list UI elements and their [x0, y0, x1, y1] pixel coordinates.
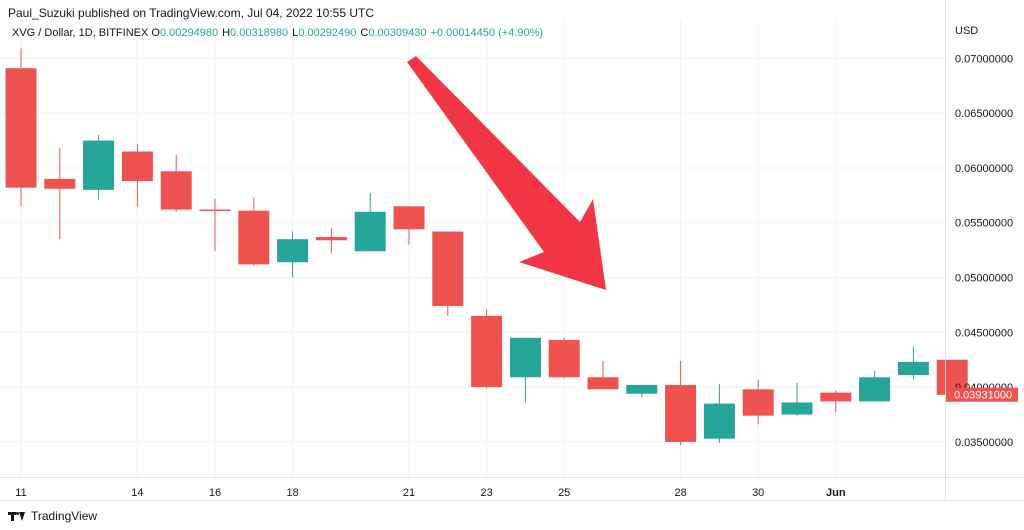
y-tick-label: 0.04500000: [955, 327, 1013, 339]
candle-body: [238, 210, 270, 265]
currency-label: USD: [955, 25, 978, 37]
candle-body: [471, 315, 503, 388]
candle-body: [820, 392, 852, 402]
candle: [548, 337, 580, 379]
publisher-line: Paul_Suzuki published on TradingView.com…: [8, 6, 375, 20]
candle-body: [160, 171, 192, 210]
candle: [160, 154, 192, 212]
candle-body: [315, 236, 347, 241]
ohlc-legend: XVG / Dollar, 1D, BITFINEX O0.00294980 H0…: [12, 27, 543, 39]
candle: [509, 337, 541, 403]
open-value: 0.00294980: [159, 27, 219, 39]
close-value: 0.00309430: [368, 27, 427, 39]
x-tick-label: 25: [558, 487, 570, 499]
candle: [742, 379, 774, 425]
x-tick-label: 14: [131, 487, 143, 499]
candle-body: [83, 140, 115, 190]
candle-body: [742, 389, 774, 416]
y-tick-label: 0.03500000: [955, 437, 1013, 449]
candle: [83, 135, 115, 200]
chart-grid: [0, 20, 945, 477]
x-tick-label: 18: [286, 487, 298, 499]
candle-body: [5, 68, 37, 188]
candle: [859, 370, 891, 402]
candle: [238, 197, 270, 266]
candle-body: [44, 178, 76, 189]
candle: [199, 198, 231, 252]
candle-body: [897, 361, 929, 376]
candle: [277, 231, 309, 278]
candle-body: [859, 377, 891, 402]
symbol-label: XVG / Dollar, 1D, BITFINEX: [12, 27, 149, 39]
last-price-badge: [946, 387, 1018, 402]
candle: [5, 48, 37, 207]
candle: [44, 148, 76, 240]
brand-footer[interactable]: TradingView: [8, 509, 97, 523]
candle: [781, 382, 813, 416]
y-tick-label: 0.06500000: [955, 108, 1013, 120]
candle-body: [354, 211, 386, 252]
chart-axes: USD0.035000000.040000000.045000000.05000…: [0, 0, 1024, 501]
candle-body: [277, 239, 309, 263]
x-tick-label: 28: [674, 487, 686, 499]
candle-body: [626, 384, 658, 394]
candle: [393, 206, 425, 245]
annotation-arrow: [407, 56, 606, 290]
candle-body: [121, 151, 153, 182]
high-value: 0.00318980: [230, 27, 289, 39]
low-value: 0.00292490: [298, 27, 357, 39]
x-tick-label: 11: [15, 487, 26, 499]
x-tick-label: 23: [480, 487, 492, 499]
candle: [703, 383, 735, 444]
brand-label: TradingView: [31, 509, 98, 523]
candle-body: [509, 337, 541, 378]
candle-body: [703, 403, 735, 439]
candle-body: [393, 206, 425, 230]
candle: [665, 360, 697, 446]
candle: [121, 143, 153, 207]
candle-body: [587, 377, 619, 390]
candle: [354, 193, 386, 252]
candle: [315, 228, 347, 254]
y-tick-label: 0.05500000: [955, 218, 1013, 230]
high-key: H: [222, 27, 231, 39]
y-tick-label: 0.07000000: [955, 53, 1013, 65]
candle: [471, 309, 503, 389]
down-arrow-annotation: [407, 56, 606, 290]
last-price-label: 0.03931000: [954, 390, 1012, 402]
change-value: +0.00014450 (+4.90%): [430, 27, 544, 39]
candle: [626, 384, 658, 397]
x-tick-label: 21: [403, 487, 415, 499]
close-key: C: [360, 27, 369, 39]
candle-body: [199, 209, 231, 212]
y-tick-label: 0.06000000: [955, 163, 1013, 175]
candles: [5, 48, 968, 446]
candle: [897, 346, 929, 380]
tradingview-logo-icon: [8, 510, 26, 522]
candle-body: [548, 340, 580, 378]
y-tick-label: 0.05000000: [955, 273, 1013, 285]
candle-body: [432, 231, 464, 307]
candle-body: [781, 402, 813, 415]
x-tick-label: Jun: [826, 487, 846, 499]
x-tick-label: 30: [752, 487, 764, 499]
candle: [432, 231, 464, 316]
open-key: O: [151, 27, 160, 39]
low-key: L: [292, 27, 299, 39]
candle: [820, 390, 852, 413]
candle: [587, 360, 619, 390]
candle-body: [665, 384, 697, 442]
x-tick-label: 16: [209, 487, 221, 499]
